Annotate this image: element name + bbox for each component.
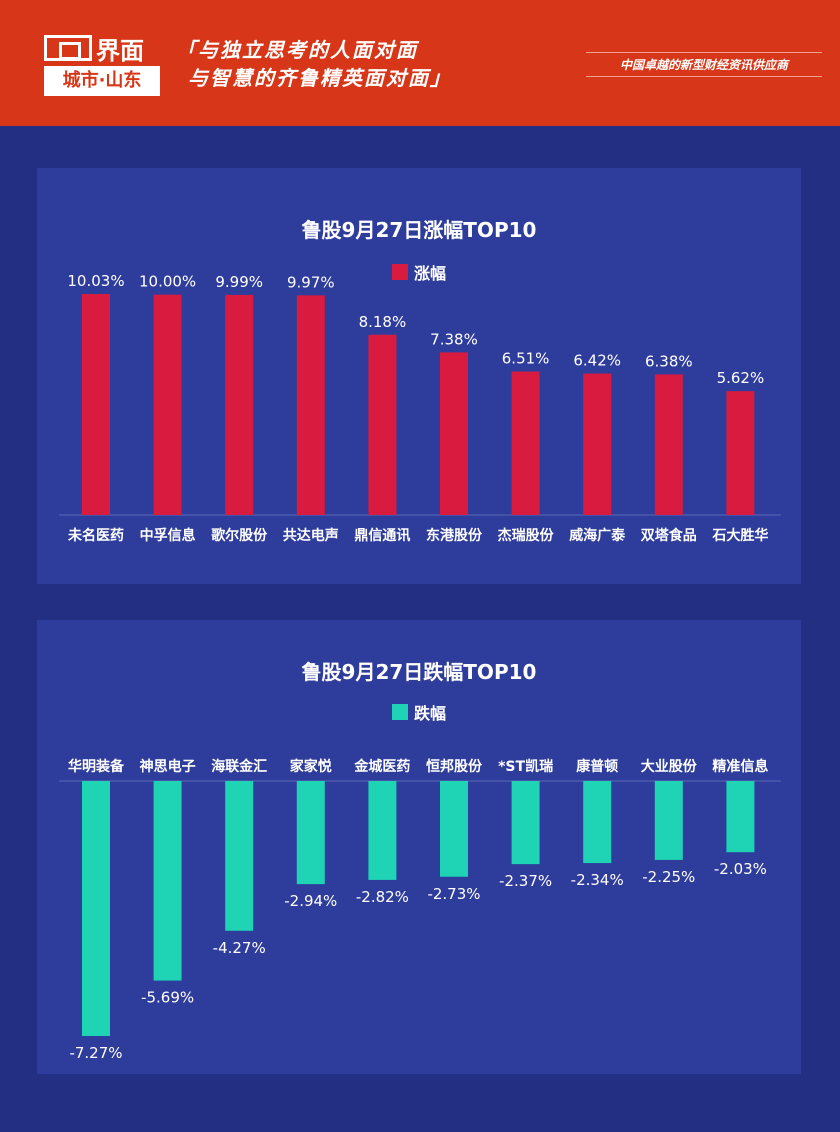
data-label: -2.94% xyxy=(284,892,337,910)
category-label: 神思电子 xyxy=(140,758,196,775)
data-label: 6.51% xyxy=(502,350,550,368)
bar xyxy=(225,781,254,931)
rise-chart: 10.03% 未名医药 10.00% 中孚信息 9.99% 歌尔股份 9.97% 共达电声 8.… xyxy=(59,272,781,544)
fall-chart-panel: 鲁股9月27日跌幅TOP10 跌幅 -7.27% 华明装备 -5.69% 神思电子 -4… xyxy=(37,620,801,1074)
data-label: -2.73% xyxy=(427,885,480,903)
category-label: 大业股份 xyxy=(641,758,698,775)
data-label: -2.03% xyxy=(714,860,767,878)
legend-swatch xyxy=(391,264,408,280)
category-label: 威海广泰 xyxy=(569,527,626,544)
bar xyxy=(153,781,182,981)
bar xyxy=(82,294,110,515)
category-label: 海联金汇 xyxy=(211,758,267,775)
category-label: 精准信息 xyxy=(712,758,768,775)
category-label: 中孚信息 xyxy=(140,527,196,544)
category-label: 华明装备 xyxy=(68,758,125,775)
chart-title: 鲁股9月27日跌幅TOP10 xyxy=(301,660,537,684)
bar xyxy=(368,334,397,515)
data-label: -2.25% xyxy=(642,868,695,886)
data-label: -2.82% xyxy=(356,888,409,906)
data-label: -4.27% xyxy=(213,939,266,957)
bar xyxy=(153,294,182,515)
bar xyxy=(583,373,612,515)
data-label: -2.37% xyxy=(499,872,552,890)
bar xyxy=(654,374,683,515)
category-label: 未名医药 xyxy=(68,527,124,544)
bar xyxy=(654,781,683,860)
data-label: 10.03% xyxy=(67,272,124,290)
logo-main: 界面 xyxy=(96,36,144,65)
logo: 界面 城市·山东 xyxy=(44,34,160,98)
bar xyxy=(82,781,110,1036)
category-label: 鼎信通讯 xyxy=(354,527,410,544)
category-label: 双塔食品 xyxy=(641,527,697,544)
category-label: 共达电声 xyxy=(283,527,339,544)
category-label: 杰瑞股份 xyxy=(498,527,555,544)
slogan-line1: 「与独立思考的人面对面 xyxy=(176,38,418,62)
bar xyxy=(726,781,755,853)
bar xyxy=(440,781,468,877)
tagline: 中国卓越的新型财经资讯供应商 xyxy=(586,52,822,77)
fall-chart: -7.27% 华明装备 -5.69% 神思电子 -4.27% 海联金汇 -2.94% 家家悦 -… xyxy=(59,758,781,1062)
category-label: 家家悦 xyxy=(290,758,332,775)
bar xyxy=(583,781,612,864)
legend-swatch xyxy=(391,704,408,720)
data-label: 6.42% xyxy=(573,352,621,370)
category-label: 金城医药 xyxy=(353,758,410,775)
data-label: -2.34% xyxy=(571,871,624,889)
data-label: -7.27% xyxy=(69,1044,122,1062)
category-label: 东港股份 xyxy=(426,527,483,544)
rise-chart-panel: 鲁股9月27日涨幅TOP10 涨幅 10.03% 未名医药 10.00% 中孚信息 9.… xyxy=(37,168,801,584)
bar xyxy=(296,781,325,885)
category-label: 石大胜华 xyxy=(711,527,768,544)
legend: 跌幅 xyxy=(37,700,801,724)
slogan: 「与独立思考的人面对面 与智慧的齐鲁精英面对面」 xyxy=(176,36,452,92)
bar xyxy=(440,352,468,515)
logo-icon xyxy=(44,35,92,61)
data-label: 10.00% xyxy=(139,273,196,291)
data-label: 8.18% xyxy=(359,313,407,331)
category-label: 恒邦股份 xyxy=(426,758,483,775)
data-label: 9.99% xyxy=(215,273,263,291)
header-banner: 界面 城市·山东 「与独立思考的人面对面 与智慧的齐鲁精英面对面」 中国卓越的新… xyxy=(0,0,840,126)
legend-label: 跌幅 xyxy=(413,704,446,723)
data-label: 6.38% xyxy=(645,352,693,370)
category-label: 康普顿 xyxy=(576,758,618,775)
data-label: 9.97% xyxy=(287,273,335,291)
bar xyxy=(511,371,540,515)
data-label: -5.69% xyxy=(141,989,194,1007)
bar xyxy=(511,781,540,865)
category-label: 歌尔股份 xyxy=(211,527,268,544)
bar xyxy=(726,391,755,515)
bar xyxy=(296,295,325,515)
data-label: 5.62% xyxy=(717,369,765,387)
category-label: *ST凯瑞 xyxy=(498,758,553,775)
legend-label: 涨幅 xyxy=(413,264,446,283)
chart-title: 鲁股9月27日涨幅TOP10 xyxy=(301,218,537,242)
legend: 涨幅 xyxy=(37,260,801,284)
slogan-line2: 与智慧的齐鲁精英面对面」 xyxy=(188,66,452,90)
bar xyxy=(225,294,254,515)
bar xyxy=(368,781,397,880)
logo-sub: 城市·山东 xyxy=(44,66,160,96)
data-label: 7.38% xyxy=(430,330,478,348)
